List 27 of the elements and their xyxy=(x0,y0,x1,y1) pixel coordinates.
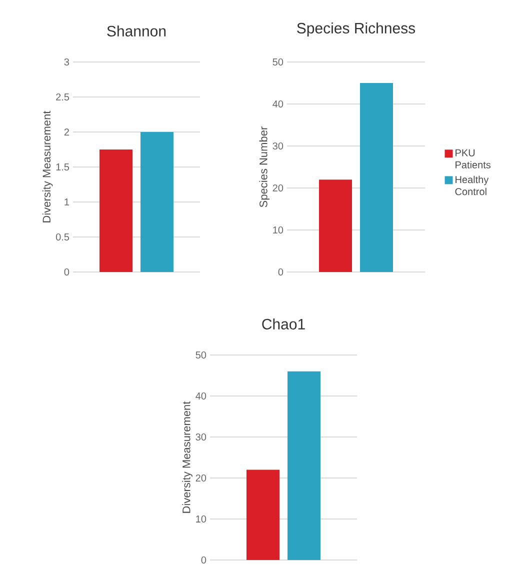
y-tick-label: 50 xyxy=(272,58,284,66)
y-tick-label: 10 xyxy=(196,515,206,523)
chart-title: Shannon xyxy=(107,25,166,36)
chart-title: Chao1 xyxy=(262,318,305,330)
y-tick-label: 30 xyxy=(272,142,284,150)
y-tick-label: 0 xyxy=(64,268,70,276)
y-tick-label: 0.5 xyxy=(56,233,70,241)
y-tick-label: 20 xyxy=(272,184,284,192)
y-tick-label: 20 xyxy=(196,474,206,482)
legend-label: Healthy Control xyxy=(455,176,489,196)
y-axis-title: Species Number xyxy=(259,126,270,208)
legend-label: PKU Patients xyxy=(456,149,491,168)
y-tick-label: 10 xyxy=(273,226,284,234)
y-tick-label: 2 xyxy=(64,128,69,136)
y-tick-label: 2.5 xyxy=(56,93,70,101)
y-tick-label: 1.5 xyxy=(56,164,70,170)
y-tick-label: 3 xyxy=(64,58,70,66)
y-tick-label: 0 xyxy=(278,268,284,276)
y-tick-label: 0 xyxy=(201,556,206,564)
y-axis-title: Diversity Measurement xyxy=(42,110,53,222)
y-tick-label: 50 xyxy=(196,351,206,359)
y-tick-label: 1 xyxy=(64,198,69,206)
chart-title: Species Richness xyxy=(297,22,416,36)
y-tick-label: 40 xyxy=(196,392,206,400)
y-tick-label: 40 xyxy=(272,100,284,108)
y-axis-title: Diversity Measurement xyxy=(182,401,192,513)
y-tick-label: 30 xyxy=(196,433,206,441)
